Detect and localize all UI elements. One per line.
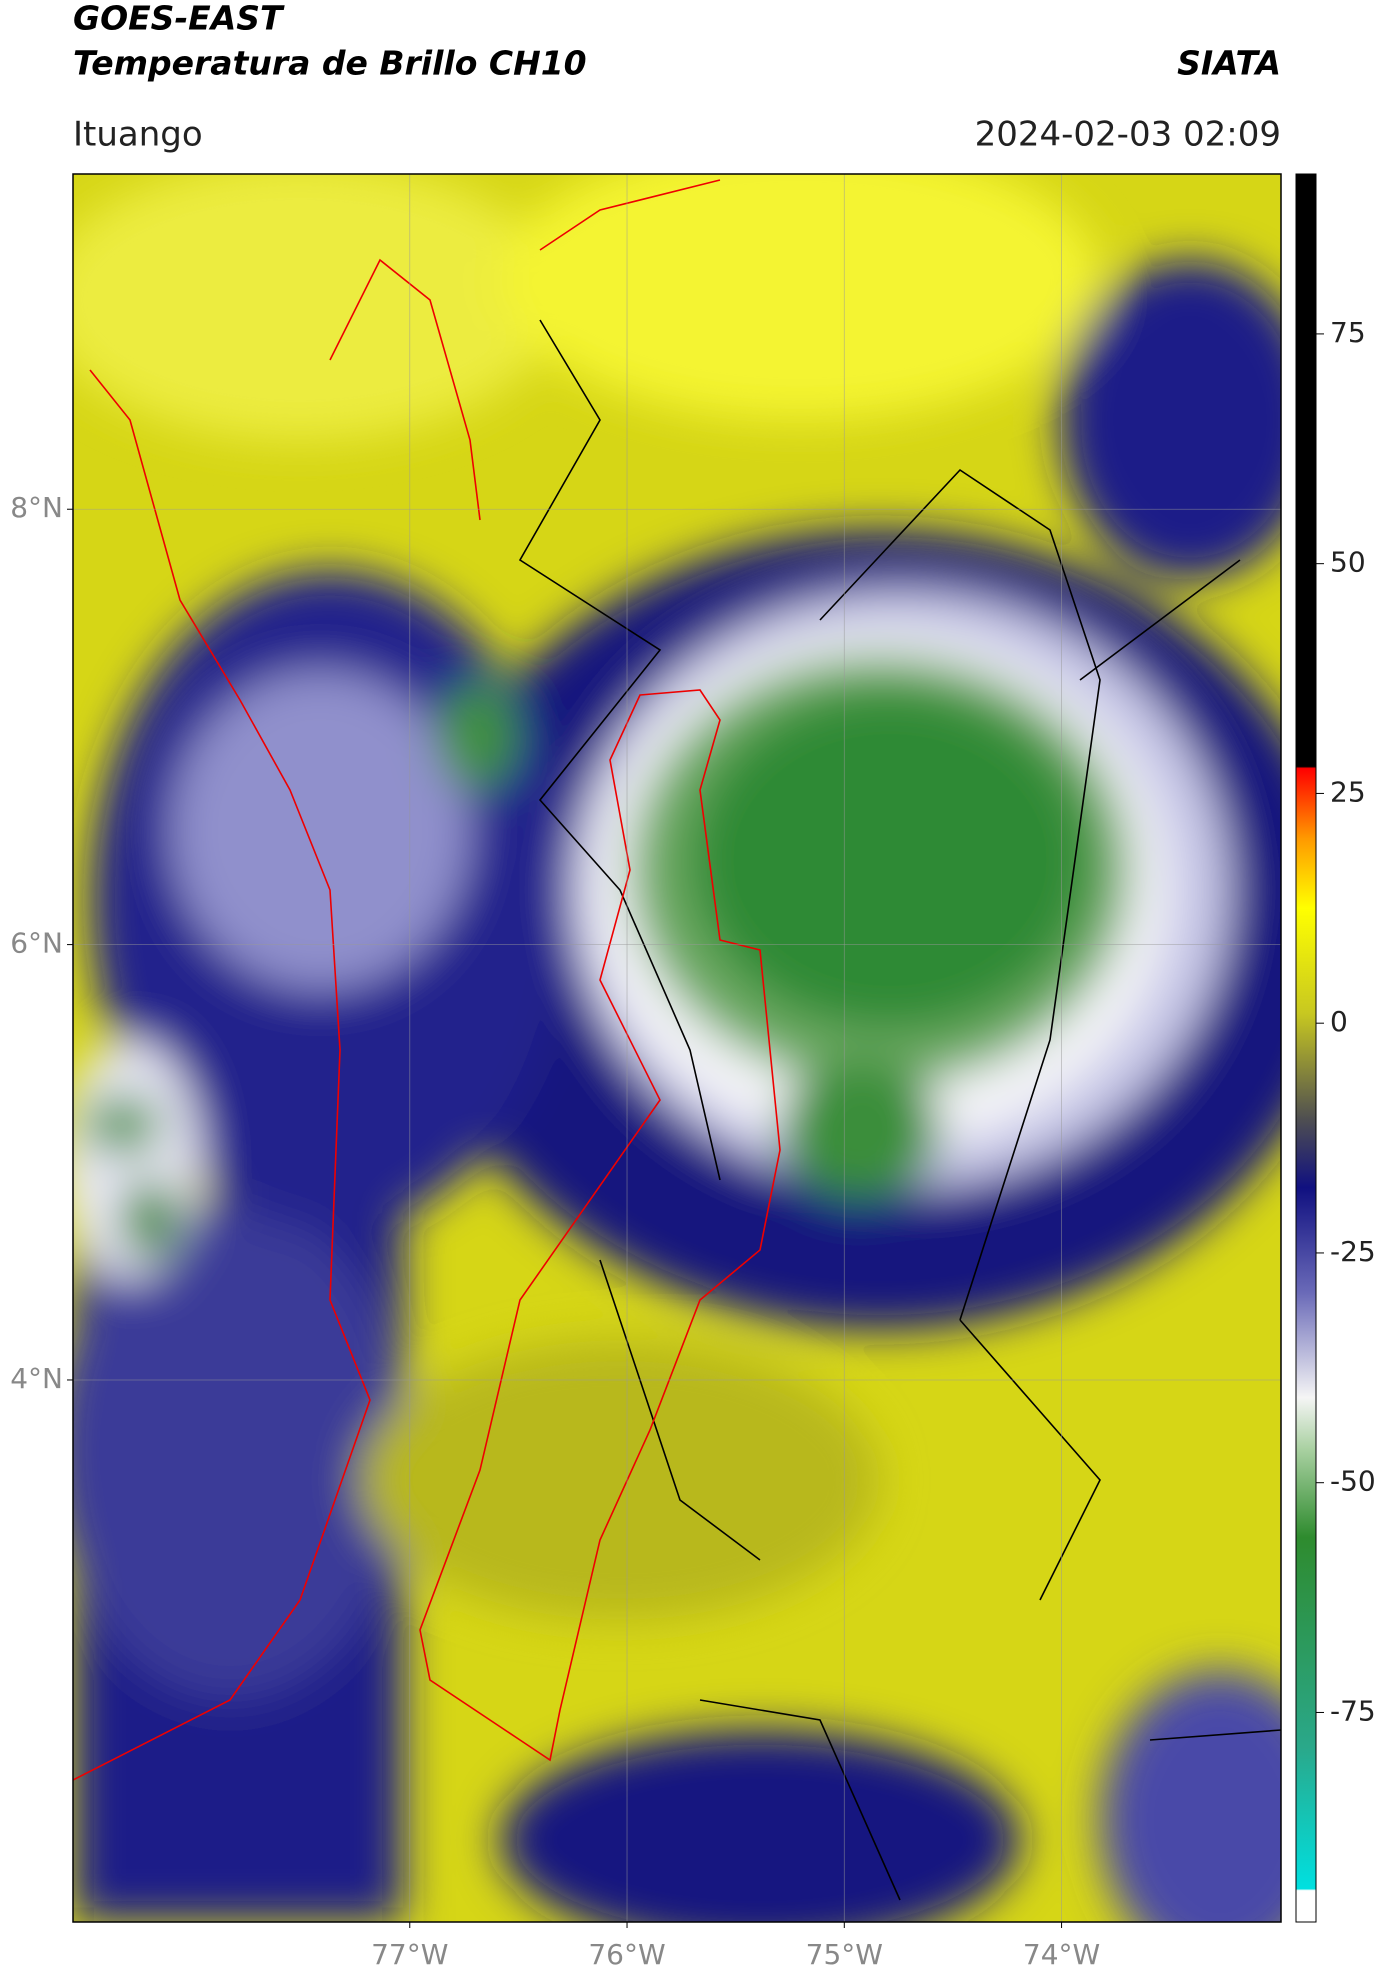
datetime: 2024-02-03 02:09 <box>975 115 1281 155</box>
location: Ituango <box>73 115 203 155</box>
y-tick-label: 4°N <box>10 1362 63 1395</box>
subtitle: Temperatura de Brillo CH10 <box>73 44 587 83</box>
colorbar <box>1295 173 1317 1923</box>
colorbar-tick-label: 0 <box>1330 1005 1348 1038</box>
colorbar-tick-label: -25 <box>1330 1235 1376 1268</box>
grid <box>73 174 1281 1922</box>
satellite-image <box>73 174 1281 1922</box>
brand: SIATA <box>1177 44 1281 83</box>
x-tick-label: 76°W <box>588 1938 665 1971</box>
colorbar-tick-label: 25 <box>1330 775 1366 808</box>
colorbar-tick-label: -75 <box>1330 1694 1376 1727</box>
x-tick-label: 77°W <box>371 1938 448 1971</box>
x-tick-label: 75°W <box>806 1938 883 1971</box>
colorbar-tick-label: 75 <box>1330 316 1366 349</box>
y-tick-label: 8°N <box>10 491 63 524</box>
y-tick-label: 6°N <box>10 927 63 960</box>
colorbar-tick-label: 50 <box>1330 546 1366 579</box>
colorbar-tick-label: -50 <box>1330 1465 1376 1498</box>
x-tick-label: 74°W <box>1023 1938 1100 1971</box>
map-frame <box>72 173 1282 1923</box>
title: GOES-EAST <box>73 0 285 38</box>
